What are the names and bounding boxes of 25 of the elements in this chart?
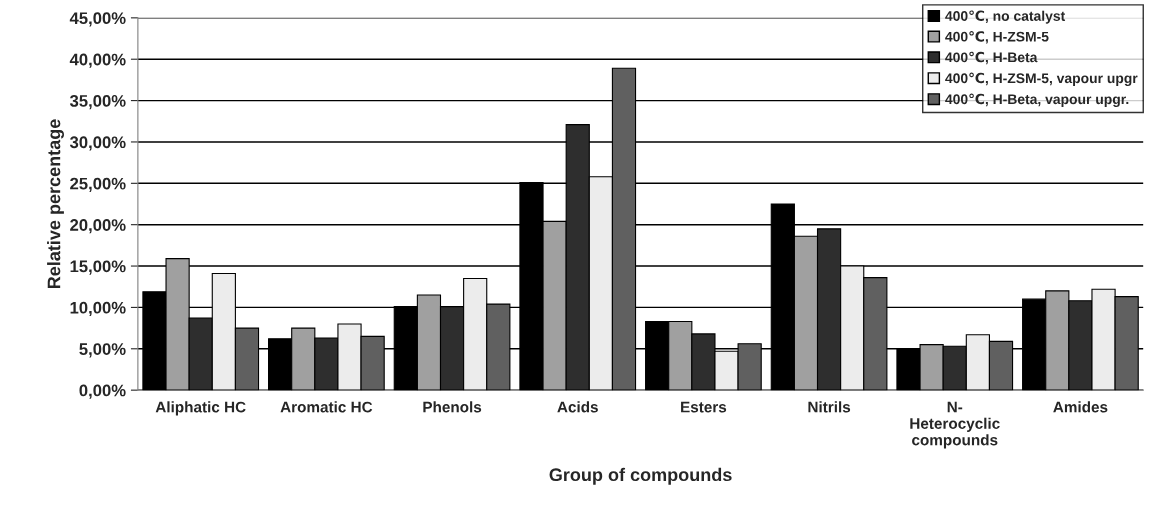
x-tick-label: Phenols: [423, 401, 482, 413]
x-tick-label: Amides: [1053, 401, 1108, 413]
y-axis-title: Relative percentage: [47, 119, 64, 289]
x-tick-label: Aliphatic HC: [155, 401, 246, 416]
y-tick-label: 35,00%: [69, 94, 126, 110]
legend-label: 400℃, H-ZSM-5: [945, 31, 1049, 44]
x-tick-label: Esters: [681, 401, 727, 413]
x-tick-label: N- Heterocyclic compounds: [910, 401, 1000, 449]
y-tick-label: 25,00%: [70, 177, 126, 192]
y-tick-label: 40,00%: [69, 53, 126, 68]
y-tick-label: 30,00%: [69, 136, 126, 151]
legend-label: 400℃, H-ZSM-5, vapour upgr: [945, 72, 1138, 86]
x-tick-label: Aromatic HC: [280, 401, 373, 413]
x-tick-label: Acids: [557, 401, 598, 413]
x-axis-title: Group of compounds: [549, 467, 732, 485]
y-tick-label: 5,00%: [79, 343, 126, 358]
y-tick-label: 15,00%: [70, 260, 126, 275]
legend-label: 400℃, no catalyst: [945, 10, 1066, 24]
y-tick-label: 10,00%: [70, 301, 126, 317]
legend-label: 400℃, H-Beta: [945, 51, 1038, 65]
y-tick-label: 20,00%: [70, 219, 126, 234]
y-tick-label: 45,00%: [69, 12, 126, 27]
y-tick-label: 0,00%: [79, 384, 126, 399]
x-tick-label: Nitrils: [808, 401, 851, 413]
legend-label: 400℃, H-Beta, vapour upgr.: [945, 93, 1129, 107]
